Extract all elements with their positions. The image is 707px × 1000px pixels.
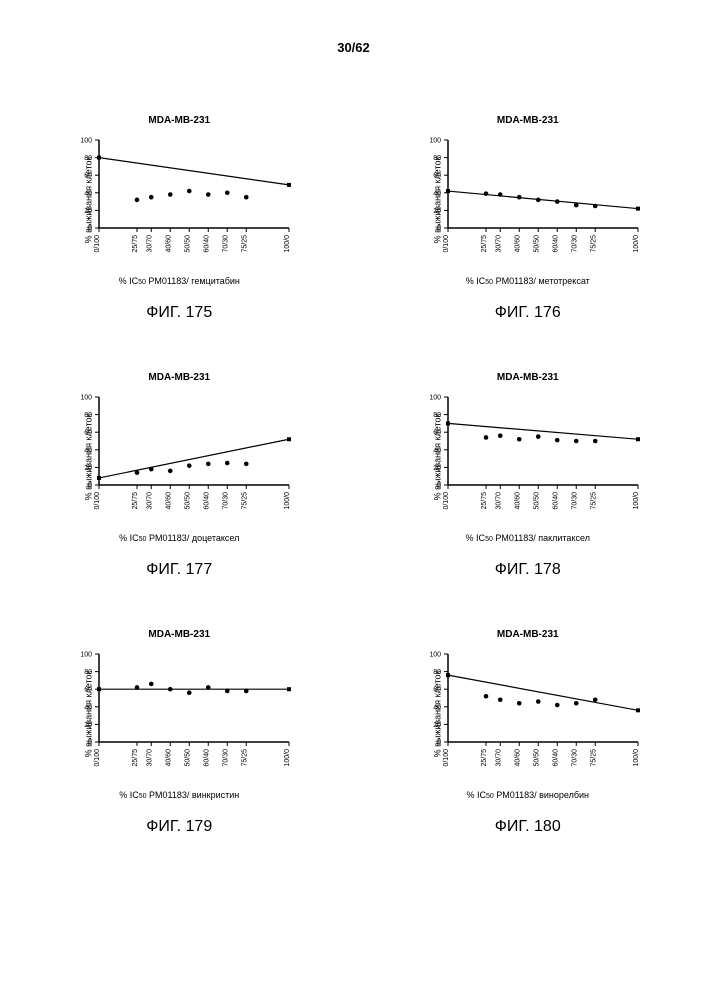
- y-axis-label: % выживания клеток: [432, 157, 442, 244]
- svg-text:100: 100: [429, 395, 441, 402]
- x-axis-label: % IC50 PM01183/ винорелбин: [466, 790, 589, 800]
- chart-title: MDA-MB-231: [497, 115, 559, 126]
- svg-text:75/25: 75/25: [590, 235, 597, 253]
- svg-text:25/75: 25/75: [481, 492, 488, 510]
- chart-area: % выживания клеток0204060801000/10025/75…: [59, 387, 299, 527]
- svg-text:75/25: 75/25: [242, 749, 249, 767]
- x-axis-label: % IC50 PM01183/ винкристин: [119, 790, 239, 800]
- svg-text:60/40: 60/40: [552, 749, 559, 767]
- svg-text:60/40: 60/40: [204, 235, 211, 253]
- svg-text:75/25: 75/25: [242, 235, 249, 253]
- y-axis-label: % выживания клеток: [432, 414, 442, 501]
- chart-panel: MDA-MB-231% выживания клеток020406080100…: [379, 372, 678, 579]
- figure-caption: ФИГ. 179: [146, 818, 212, 836]
- svg-text:50/50: 50/50: [533, 749, 540, 767]
- svg-text:30/70: 30/70: [147, 492, 154, 510]
- y-axis-label: % выживания клеток: [84, 414, 94, 501]
- x-axis-label: % IC50 PM01183/ гемцитабин: [119, 276, 240, 286]
- chart-grid: MDA-MB-231% выживания клеток020406080100…: [30, 115, 677, 836]
- page-number: 30/62: [30, 40, 677, 55]
- svg-text:50/50: 50/50: [185, 492, 192, 510]
- svg-text:25/75: 25/75: [132, 749, 139, 767]
- svg-text:100/0: 100/0: [633, 235, 640, 253]
- chart-panel: MDA-MB-231% выживания клеток020406080100…: [30, 115, 329, 322]
- x-axis-label: % IC50 PM01183/ паклитаксел: [466, 533, 590, 543]
- svg-text:50/50: 50/50: [185, 235, 192, 253]
- y-axis-label: % выживания клеток: [84, 671, 94, 758]
- svg-text:25/75: 25/75: [481, 235, 488, 253]
- svg-text:100: 100: [81, 138, 93, 145]
- page: 30/62 MDA-MB-231% выживания клеток020406…: [0, 0, 707, 1000]
- figure-caption: ФИГ. 176: [495, 304, 561, 322]
- svg-text:60/40: 60/40: [552, 492, 559, 510]
- svg-text:100/0: 100/0: [284, 492, 291, 510]
- svg-text:30/70: 30/70: [495, 749, 502, 767]
- chart-title: MDA-MB-231: [148, 629, 210, 640]
- svg-text:0/100: 0/100: [94, 235, 101, 253]
- svg-text:30/70: 30/70: [495, 492, 502, 510]
- svg-text:40/60: 40/60: [514, 235, 521, 253]
- chart-panel: MDA-MB-231% выживания клеток020406080100…: [30, 372, 329, 579]
- y-axis-label: % выживания клеток: [84, 157, 94, 244]
- svg-text:100/0: 100/0: [284, 235, 291, 253]
- svg-text:100/0: 100/0: [633, 749, 640, 767]
- chart-area: % выживания клеток0204060801000/10025/75…: [408, 130, 648, 270]
- y-axis-label: % выживания клеток: [432, 671, 442, 758]
- svg-text:100/0: 100/0: [633, 492, 640, 510]
- svg-text:30/70: 30/70: [495, 235, 502, 253]
- chart-area: % выживания клеток0204060801000/10025/75…: [59, 130, 299, 270]
- svg-text:70/30: 70/30: [223, 492, 230, 510]
- x-axis-label: % IC50 PM01183/ метотрексат: [466, 276, 590, 286]
- svg-text:75/25: 75/25: [590, 492, 597, 510]
- figure-caption: ФИГ. 175: [146, 304, 212, 322]
- x-axis-label: % IC50 PM01183/ доцетаксел: [119, 533, 239, 543]
- svg-text:70/30: 70/30: [571, 492, 578, 510]
- svg-text:40/60: 40/60: [514, 749, 521, 767]
- svg-text:40/60: 40/60: [166, 492, 173, 510]
- svg-text:75/25: 75/25: [242, 492, 249, 510]
- svg-text:0/100: 0/100: [443, 749, 450, 767]
- svg-text:25/75: 25/75: [132, 235, 139, 253]
- svg-text:50/50: 50/50: [533, 235, 540, 253]
- svg-text:100/0: 100/0: [284, 749, 291, 767]
- svg-text:25/75: 25/75: [132, 492, 139, 510]
- svg-text:40/60: 40/60: [514, 492, 521, 510]
- svg-text:0/100: 0/100: [94, 749, 101, 767]
- svg-text:30/70: 30/70: [147, 749, 154, 767]
- figure-caption: ФИГ. 177: [146, 561, 212, 579]
- figure-caption: ФИГ. 180: [495, 818, 561, 836]
- svg-text:25/75: 25/75: [481, 749, 488, 767]
- chart-title: MDA-MB-231: [497, 372, 559, 383]
- svg-text:0/100: 0/100: [443, 492, 450, 510]
- chart-panel: MDA-MB-231% выживания клеток020406080100…: [379, 115, 678, 322]
- chart-title: MDA-MB-231: [497, 629, 559, 640]
- svg-text:100: 100: [429, 652, 441, 659]
- svg-text:100: 100: [81, 395, 93, 402]
- svg-text:40/60: 40/60: [166, 235, 173, 253]
- figure-caption: ФИГ. 178: [495, 561, 561, 579]
- chart-area: % выживания клеток0204060801000/10025/75…: [408, 387, 648, 527]
- svg-text:0/100: 0/100: [94, 492, 101, 510]
- chart-title: MDA-MB-231: [148, 115, 210, 126]
- svg-text:60/40: 60/40: [552, 235, 559, 253]
- svg-text:40/60: 40/60: [166, 749, 173, 767]
- chart-title: MDA-MB-231: [148, 372, 210, 383]
- chart-panel: MDA-MB-231% выживания клеток020406080100…: [379, 629, 678, 836]
- svg-text:50/50: 50/50: [533, 492, 540, 510]
- svg-text:70/30: 70/30: [571, 235, 578, 253]
- svg-text:50/50: 50/50: [185, 749, 192, 767]
- svg-text:100: 100: [81, 652, 93, 659]
- svg-text:75/25: 75/25: [590, 749, 597, 767]
- svg-text:70/30: 70/30: [571, 749, 578, 767]
- svg-text:30/70: 30/70: [147, 235, 154, 253]
- svg-text:60/40: 60/40: [204, 492, 211, 510]
- svg-text:60/40: 60/40: [204, 749, 211, 767]
- svg-text:70/30: 70/30: [223, 235, 230, 253]
- chart-area: % выживания клеток0204060801000/10025/75…: [408, 644, 648, 784]
- chart-panel: MDA-MB-231% выживания клеток020406080100…: [30, 629, 329, 836]
- svg-text:0/100: 0/100: [443, 235, 450, 253]
- chart-area: % выживания клеток0204060801000/10025/75…: [59, 644, 299, 784]
- svg-text:100: 100: [429, 138, 441, 145]
- svg-text:70/30: 70/30: [223, 749, 230, 767]
